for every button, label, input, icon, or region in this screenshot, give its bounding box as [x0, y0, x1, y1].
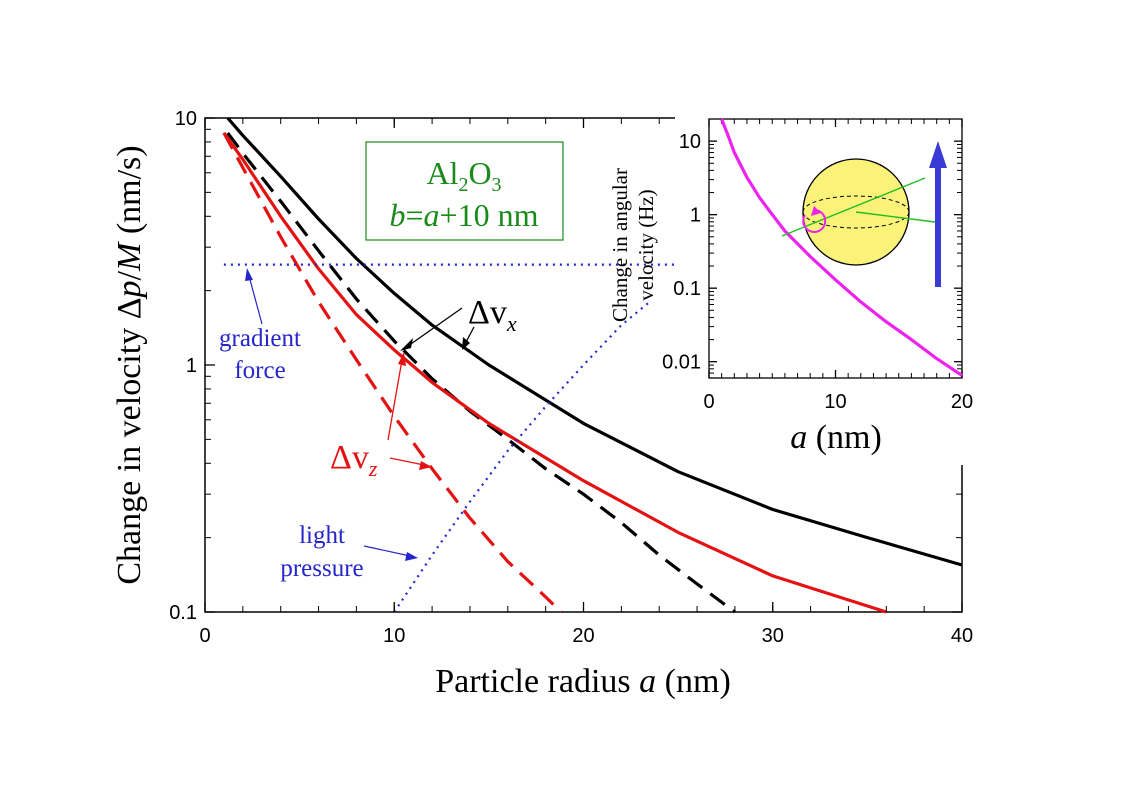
main-xtick-label: 0	[199, 625, 210, 647]
light-direction-arrow-head	[929, 141, 947, 168]
gradient-arrow	[248, 275, 263, 325]
inset-xtick-label: 20	[951, 391, 973, 413]
material-relation: b=a+10 nm	[390, 197, 539, 233]
dvz-arrow-1-head	[398, 352, 406, 366]
inset-y-axis-label-line2: velocity (Hz)	[634, 189, 658, 300]
axis-segment	[855, 211, 936, 223]
sphere-equator-back	[802, 195, 910, 213]
rotation-loop-head	[811, 206, 821, 216]
rotation-axis	[781, 177, 926, 237]
main-xtick-label: 40	[951, 625, 973, 647]
main-ytick-label: 10	[175, 108, 197, 130]
main-xtick-label: 30	[762, 625, 784, 647]
main-series--v-x-solid-	[226, 116, 963, 567]
dvx-arrow-2	[465, 326, 475, 343]
inset-ytick-label: 1	[690, 205, 701, 227]
inset-ytick-label: 10	[679, 131, 701, 153]
main-series--v-z-solid-	[222, 131, 887, 614]
main-ytick-label: 1	[186, 355, 197, 377]
main-curves	[222, 116, 963, 614]
inset-ytick-label: 0.01	[662, 352, 701, 374]
sphere-illustration	[781, 141, 947, 287]
inset-series-angular-velocity	[720, 118, 963, 377]
inset-xtick-label: 0	[703, 391, 714, 413]
main-xtick-label: 20	[572, 625, 594, 647]
inset-plot: 0 10 20 0.01 0.1 1 10 a (nm) Change in angular…	[608, 110, 980, 465]
inset-y-axis-label-line1: Change in angular	[608, 168, 632, 322]
dvz-arrow-2	[389, 457, 425, 466]
sphere-equator-front	[802, 211, 910, 229]
rotation-loop	[802, 209, 827, 233]
inset-curves	[720, 118, 963, 377]
gradient-arrow-head	[245, 268, 253, 281]
light-arrow-head	[405, 552, 418, 561]
dvx-arrow-1-head	[400, 338, 413, 351]
dvz-arrow-1	[387, 359, 403, 441]
dvz-arrow-2-head	[419, 461, 432, 470]
dvx-arrow-1	[407, 307, 463, 347]
inset-ytick-label: 0.1	[673, 278, 701, 300]
material-box: Al2O3 b=a+10 nm	[365, 141, 564, 241]
inset-x-axis-label: a (nm)	[790, 419, 882, 456]
inset-ticks: 0 10 20 0.01 0.1 1 10	[662, 119, 973, 413]
dvx-label: Δvx	[468, 294, 517, 336]
gradient-label-line1: gradient	[219, 325, 301, 352]
material-formula: Al2O3	[426, 155, 501, 196]
y-axis-label: Change in velocity Δp/M (nm/s)	[111, 145, 148, 584]
x-axis-label: Particle radius a (nm)	[435, 663, 731, 700]
light-label-line1: light	[299, 522, 345, 549]
main-ytick-label: 0.1	[169, 602, 197, 624]
main-series-light-pressure	[393, 301, 651, 613]
dvx-arrow-2-head	[462, 337, 470, 350]
dvz-label: Δvz	[330, 439, 378, 481]
inset-xtick-label: 10	[824, 391, 846, 413]
light-label-line2: pressure	[280, 555, 363, 582]
light-arrow	[363, 545, 411, 557]
gradient-label-line2: force	[234, 357, 285, 384]
main-series--v-z-dashed-	[222, 132, 562, 614]
main-xtick-label: 10	[383, 625, 405, 647]
